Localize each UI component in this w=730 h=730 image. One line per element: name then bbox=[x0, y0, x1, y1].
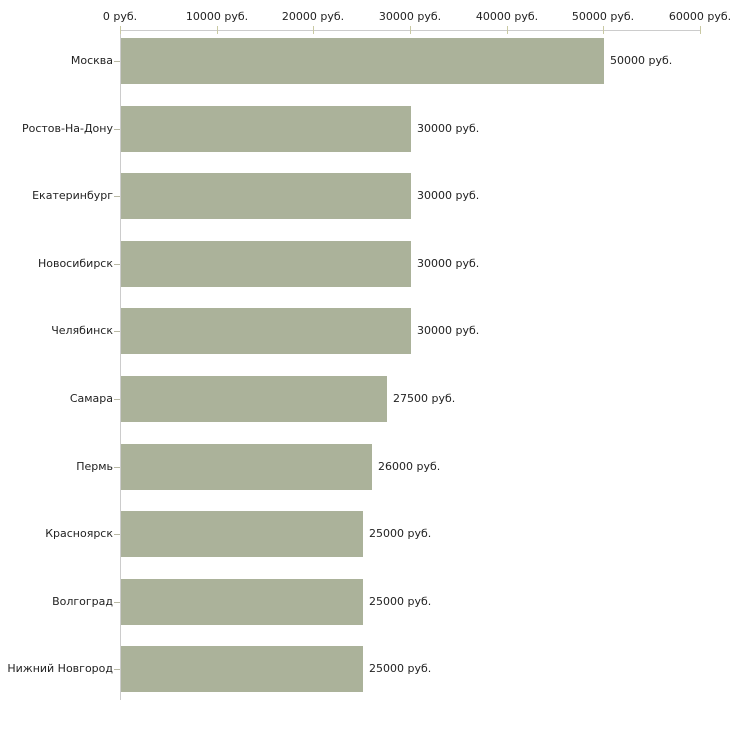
bar bbox=[121, 646, 363, 692]
x-axis-tick bbox=[507, 26, 508, 34]
y-axis-tick bbox=[114, 467, 120, 468]
y-axis-line bbox=[120, 30, 121, 700]
value-label: 27500 руб. bbox=[393, 392, 456, 405]
bar bbox=[121, 106, 411, 152]
value-label: 25000 руб. bbox=[369, 595, 432, 608]
y-axis-tick bbox=[114, 331, 120, 332]
value-label: 30000 руб. bbox=[417, 257, 480, 270]
bar bbox=[121, 579, 363, 625]
value-label: 26000 руб. bbox=[378, 460, 441, 473]
bar bbox=[121, 173, 411, 219]
value-label: 25000 руб. bbox=[369, 527, 432, 540]
x-axis-tick bbox=[313, 26, 314, 34]
x-axis-tick bbox=[603, 26, 604, 34]
y-axis-tick bbox=[114, 129, 120, 130]
category-label: Москва bbox=[70, 54, 113, 67]
y-axis-tick bbox=[114, 399, 120, 400]
bar bbox=[121, 241, 411, 287]
category-label: Ростов-На-Дону bbox=[21, 122, 113, 135]
bar bbox=[121, 444, 372, 490]
value-label: 30000 руб. bbox=[417, 122, 480, 135]
value-label: 30000 руб. bbox=[417, 189, 480, 202]
category-label: Пермь bbox=[76, 460, 113, 473]
category-label: Самара bbox=[69, 392, 113, 405]
x-axis-tick-label: 50000 руб. bbox=[571, 10, 635, 23]
x-axis-tick-label: 40000 руб. bbox=[475, 10, 539, 23]
x-axis-tick bbox=[120, 26, 121, 34]
category-label: Красноярск bbox=[45, 527, 113, 540]
value-label: 25000 руб. bbox=[369, 662, 432, 675]
category-label: Челябинск bbox=[51, 324, 113, 337]
category-label: Екатеринбург bbox=[32, 189, 113, 202]
bar bbox=[121, 376, 387, 422]
category-label: Волгоград bbox=[52, 595, 113, 608]
category-label: Новосибирск bbox=[37, 257, 113, 270]
bar bbox=[121, 38, 604, 84]
bar bbox=[121, 511, 363, 557]
x-axis-tick-label: 20000 руб. bbox=[281, 10, 345, 23]
y-axis-tick bbox=[114, 61, 120, 62]
x-axis-tick bbox=[217, 26, 218, 34]
bar bbox=[121, 308, 411, 354]
x-axis-tick-label: 30000 руб. bbox=[378, 10, 442, 23]
category-label: Нижний Новгород bbox=[7, 662, 113, 675]
y-axis-tick bbox=[114, 669, 120, 670]
x-axis-tick-label: 0 руб. bbox=[102, 10, 138, 23]
x-axis-tick-label: 10000 руб. bbox=[185, 10, 249, 23]
y-axis-tick bbox=[114, 196, 120, 197]
x-axis-tick bbox=[700, 26, 701, 34]
y-axis-tick bbox=[114, 264, 120, 265]
x-axis-tick-label: 60000 руб. bbox=[668, 10, 730, 23]
x-axis-tick bbox=[410, 26, 411, 34]
value-label: 50000 руб. bbox=[610, 54, 673, 67]
y-axis-tick bbox=[114, 534, 120, 535]
value-label: 30000 руб. bbox=[417, 324, 480, 337]
y-axis-tick bbox=[114, 602, 120, 603]
